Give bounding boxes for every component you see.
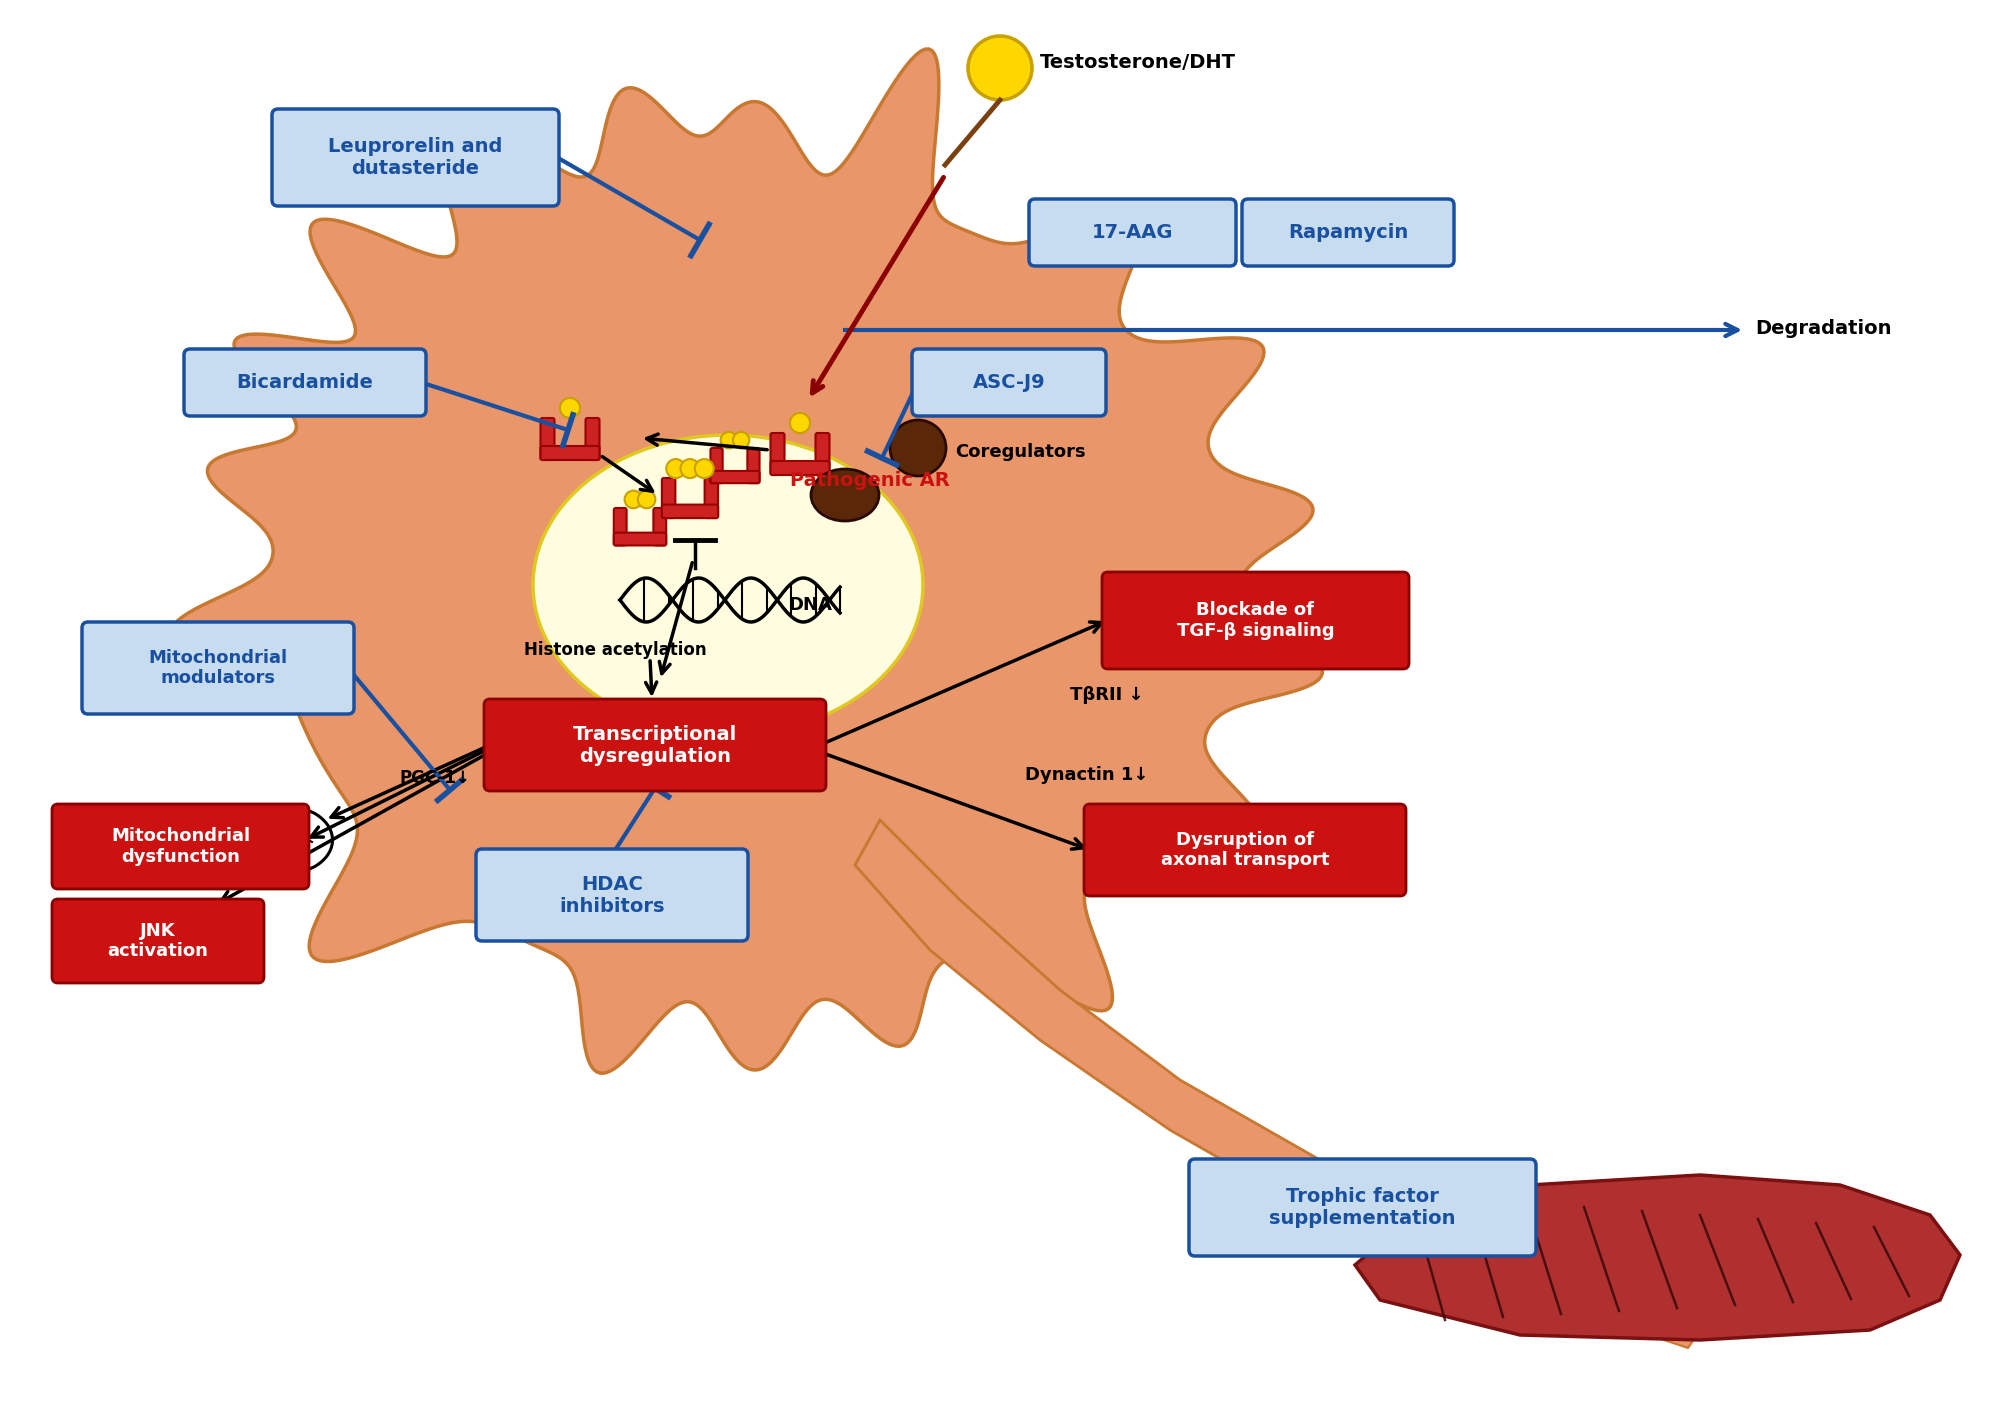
FancyBboxPatch shape — [771, 433, 785, 475]
FancyBboxPatch shape — [771, 461, 829, 475]
Text: TβRII ↓: TβRII ↓ — [1071, 686, 1143, 704]
Circle shape — [967, 36, 1033, 100]
FancyBboxPatch shape — [1189, 1159, 1536, 1256]
FancyBboxPatch shape — [52, 803, 310, 889]
FancyBboxPatch shape — [747, 449, 759, 484]
Ellipse shape — [533, 435, 923, 735]
Circle shape — [681, 458, 699, 478]
Ellipse shape — [238, 806, 332, 873]
Text: ASC-J9: ASC-J9 — [973, 373, 1045, 393]
Text: Trophic factor
supplementation: Trophic factor supplementation — [1269, 1187, 1457, 1228]
Text: Rapamycin: Rapamycin — [1289, 223, 1409, 243]
Circle shape — [733, 432, 749, 449]
Text: Mitochondrial
modulators: Mitochondrial modulators — [148, 649, 288, 687]
FancyBboxPatch shape — [1085, 803, 1407, 896]
FancyBboxPatch shape — [711, 471, 759, 484]
Text: Blockade of
TGF-β signaling: Blockade of TGF-β signaling — [1177, 601, 1335, 639]
FancyBboxPatch shape — [911, 349, 1107, 416]
FancyBboxPatch shape — [613, 508, 627, 545]
Text: Dysruption of
axonal transport: Dysruption of axonal transport — [1161, 830, 1329, 869]
Text: Degradation: Degradation — [1754, 318, 1892, 338]
Text: 17-AAG: 17-AAG — [1091, 223, 1173, 243]
Text: Transcriptional
dysregulation: Transcriptional dysregulation — [573, 725, 737, 765]
Text: Histone acetylation: Histone acetylation — [523, 641, 707, 659]
Ellipse shape — [811, 470, 879, 522]
FancyBboxPatch shape — [476, 850, 747, 941]
Text: Mitochondrial
dysfunction: Mitochondrial dysfunction — [112, 827, 250, 866]
FancyBboxPatch shape — [585, 418, 599, 460]
Text: Coregulators: Coregulators — [955, 443, 1085, 461]
Text: HDAC
inhibitors: HDAC inhibitors — [559, 875, 665, 916]
Text: PGC-1↓: PGC-1↓ — [400, 770, 470, 787]
FancyBboxPatch shape — [815, 433, 829, 475]
Polygon shape — [1634, 1286, 1684, 1332]
Text: Leuprorelin and
dutasteride: Leuprorelin and dutasteride — [328, 137, 503, 178]
FancyBboxPatch shape — [661, 505, 717, 519]
FancyBboxPatch shape — [1243, 199, 1455, 266]
Circle shape — [625, 491, 641, 509]
FancyBboxPatch shape — [711, 449, 723, 484]
Polygon shape — [855, 820, 1644, 1315]
FancyBboxPatch shape — [613, 533, 665, 545]
FancyBboxPatch shape — [661, 478, 675, 519]
Polygon shape — [1610, 1270, 1660, 1321]
FancyBboxPatch shape — [82, 622, 354, 714]
Polygon shape — [1355, 1175, 1960, 1340]
Circle shape — [559, 398, 579, 418]
Circle shape — [637, 491, 655, 509]
FancyBboxPatch shape — [272, 109, 559, 206]
Text: Pathogenic AR: Pathogenic AR — [789, 471, 949, 489]
Text: JNK
activation: JNK activation — [108, 921, 208, 960]
Polygon shape — [1654, 1300, 1702, 1347]
FancyBboxPatch shape — [1029, 199, 1237, 266]
FancyBboxPatch shape — [541, 418, 555, 460]
FancyBboxPatch shape — [705, 478, 717, 519]
FancyBboxPatch shape — [484, 700, 825, 791]
Text: DNA: DNA — [787, 596, 831, 614]
Circle shape — [665, 458, 685, 478]
FancyBboxPatch shape — [1103, 572, 1409, 669]
Circle shape — [789, 414, 809, 433]
Text: Dynactin 1↓: Dynactin 1↓ — [1025, 765, 1149, 784]
FancyBboxPatch shape — [541, 446, 599, 460]
Polygon shape — [172, 49, 1323, 1073]
Circle shape — [695, 458, 713, 478]
Text: Bicardamide: Bicardamide — [236, 373, 374, 393]
Circle shape — [721, 432, 737, 449]
FancyBboxPatch shape — [653, 508, 665, 545]
FancyBboxPatch shape — [52, 899, 264, 983]
Circle shape — [889, 421, 945, 477]
FancyBboxPatch shape — [184, 349, 426, 416]
Text: Testosterone/DHT: Testosterone/DHT — [1041, 52, 1237, 72]
